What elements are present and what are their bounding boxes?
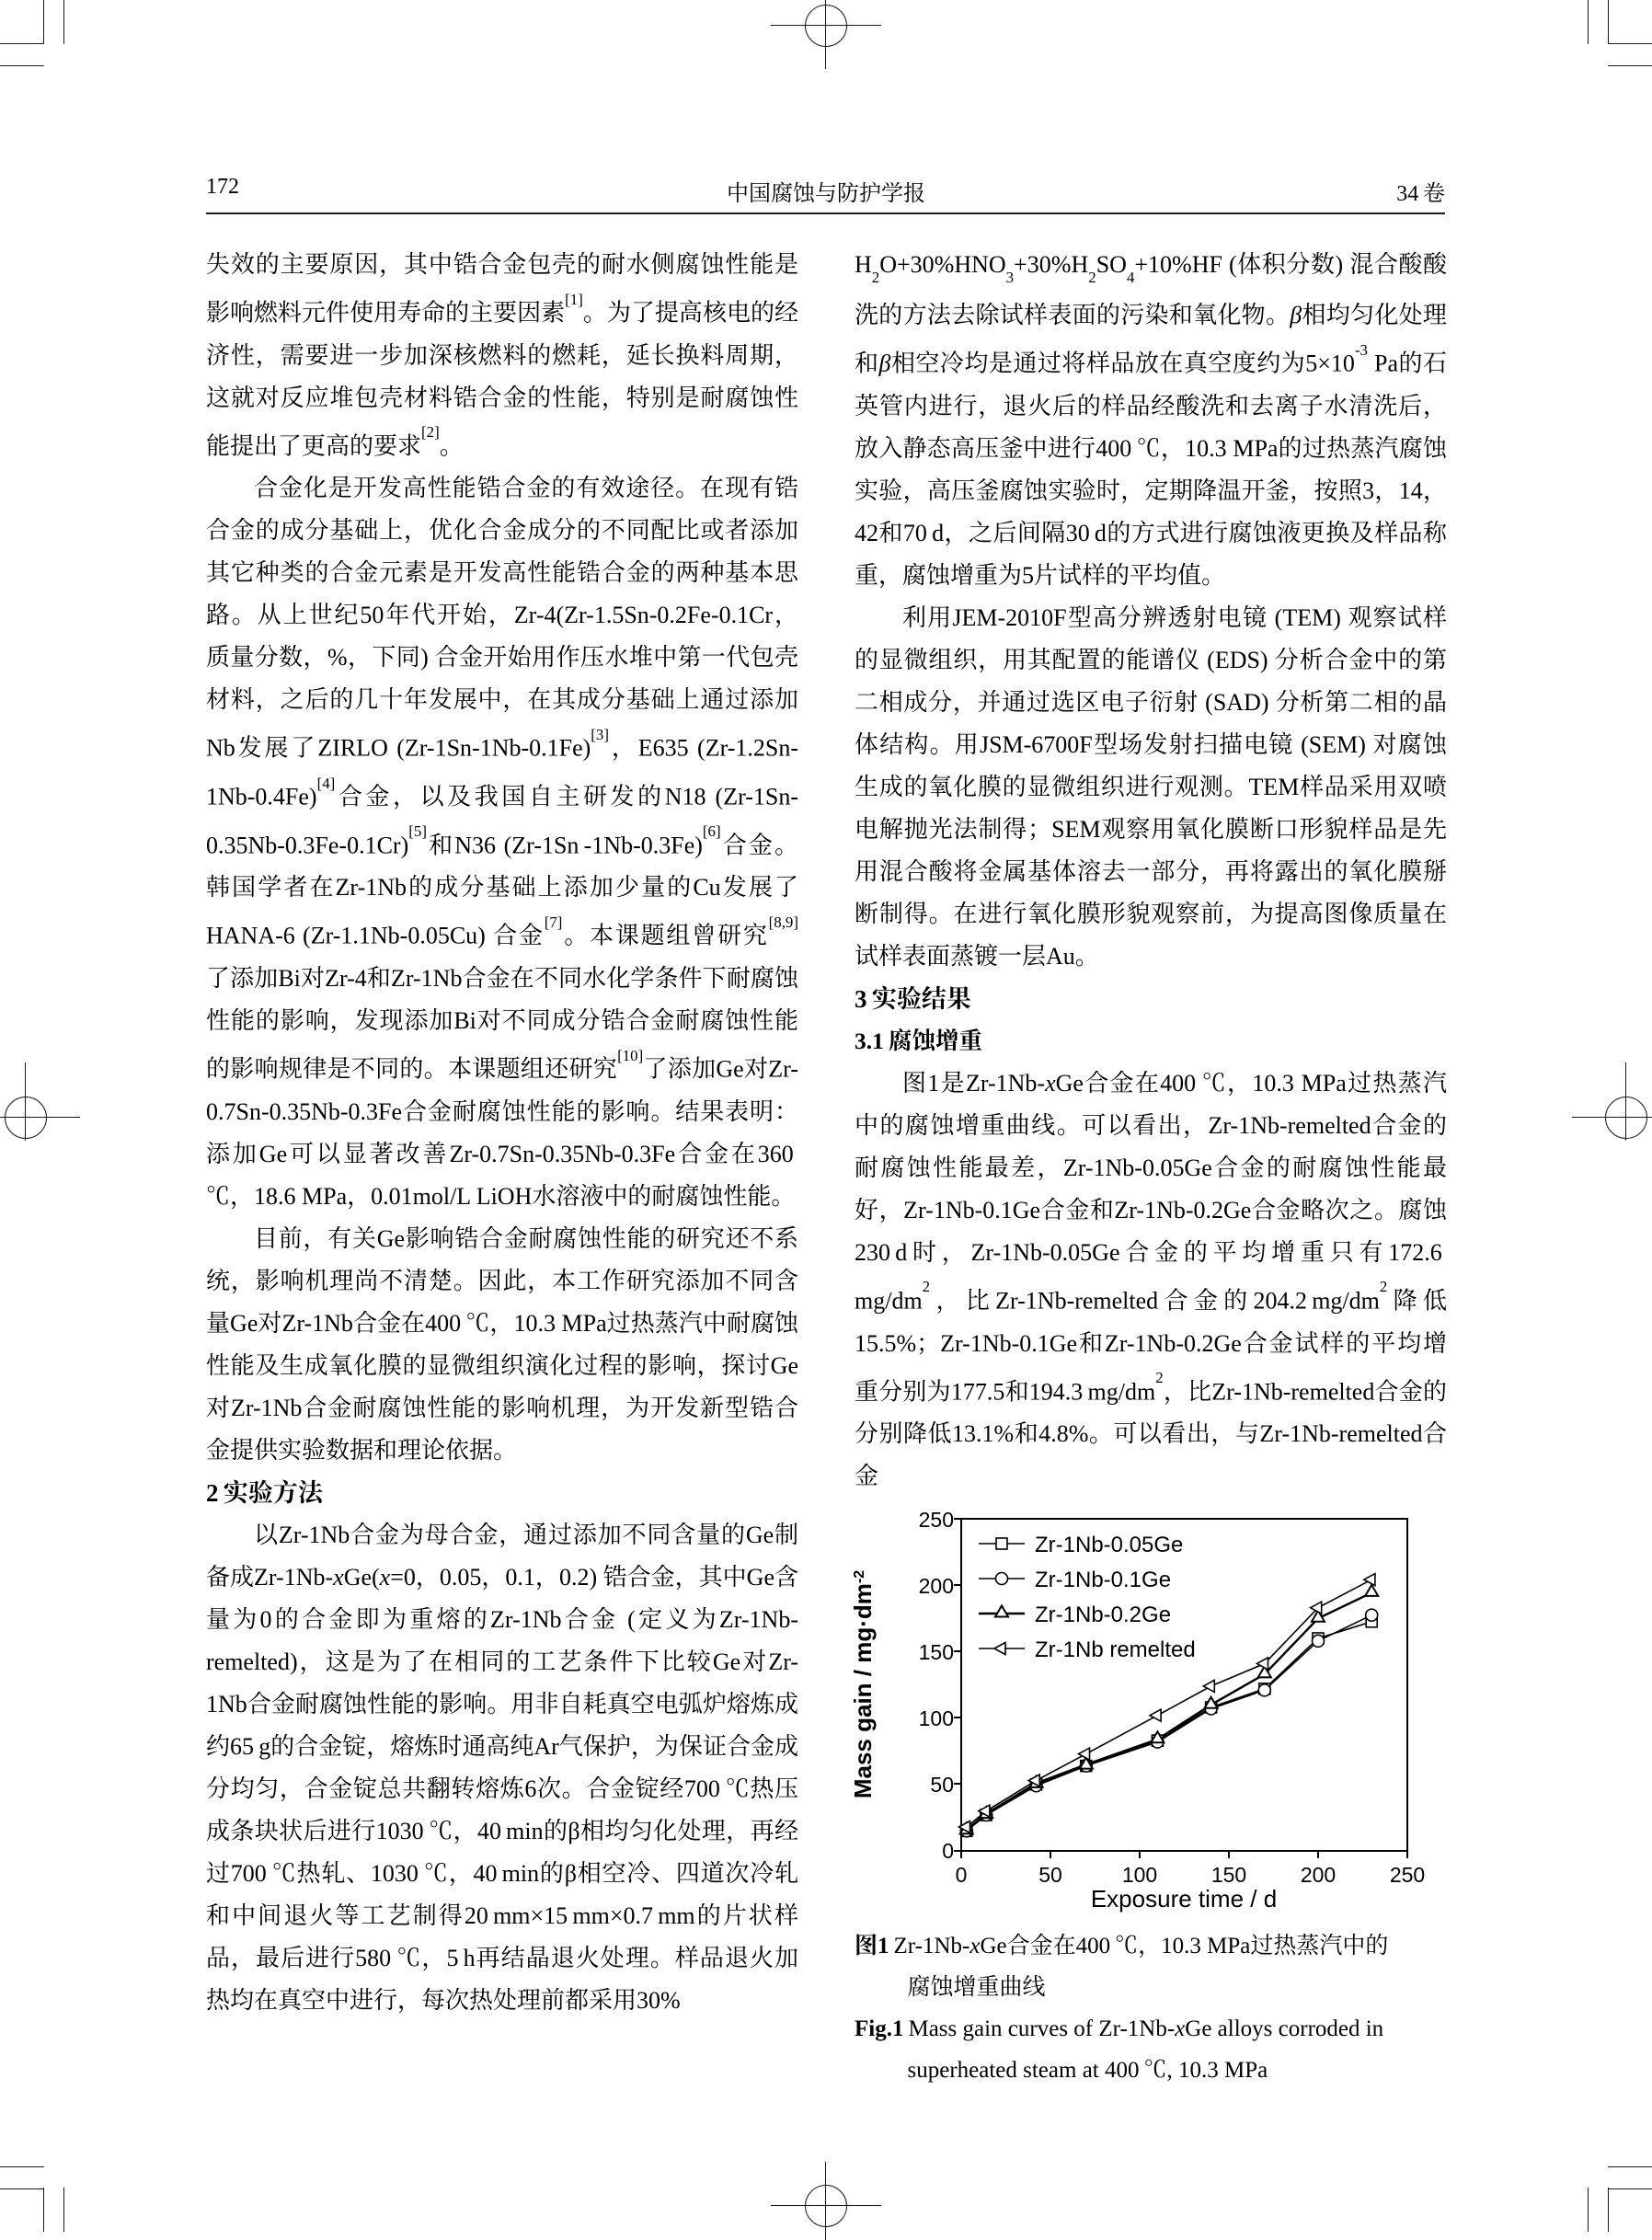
- svg-text:200: 200: [919, 1574, 954, 1598]
- svg-text:50: 50: [930, 1773, 954, 1797]
- svg-text:Exposure time / d: Exposure time / d: [1091, 1885, 1277, 1913]
- svg-text:200: 200: [1301, 1863, 1336, 1887]
- svg-text:100: 100: [1122, 1863, 1157, 1887]
- svg-text:0: 0: [956, 1863, 968, 1887]
- svg-text:150: 150: [919, 1640, 954, 1664]
- svg-text:0: 0: [942, 1839, 954, 1863]
- svg-text:Zr-1Nb-0.2Ge: Zr-1Nb-0.2Ge: [1035, 1602, 1171, 1627]
- svg-text:50: 50: [1038, 1863, 1062, 1887]
- svg-text:Zr-1Nb-0.1Ge: Zr-1Nb-0.1Ge: [1035, 1568, 1171, 1592]
- svg-text:Zr-1Nb remelted: Zr-1Nb remelted: [1035, 1637, 1196, 1662]
- svg-text:250: 250: [1390, 1863, 1425, 1887]
- svg-text:Mass gain / mg·dm-2: Mass gain / mg·dm-2: [849, 1570, 877, 1798]
- svg-text:100: 100: [919, 1706, 954, 1730]
- svg-text:150: 150: [1211, 1863, 1246, 1887]
- svg-text:250: 250: [919, 1508, 954, 1532]
- svg-text:Zr-1Nb-0.05Ge: Zr-1Nb-0.05Ge: [1035, 1533, 1183, 1557]
